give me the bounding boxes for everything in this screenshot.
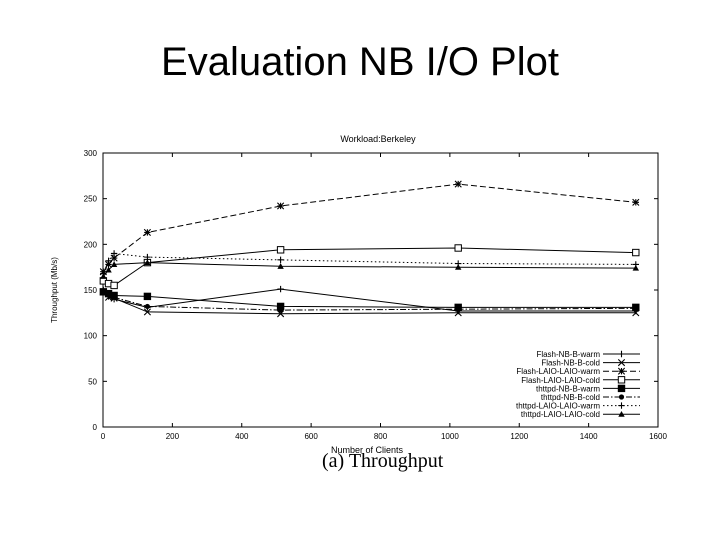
x-tick-label: 200 — [166, 432, 180, 441]
y-tick-label: 200 — [84, 240, 98, 249]
legend-marker — [617, 359, 626, 367]
data-point — [276, 246, 285, 254]
legend-label: Flash-LAIO-LAIO-warm — [516, 367, 600, 376]
y-tick-label: 300 — [84, 149, 98, 158]
data-point — [111, 294, 117, 300]
data-point — [454, 244, 462, 252]
data-point — [143, 292, 152, 301]
y-tick-label: 0 — [93, 423, 98, 432]
data-point — [105, 257, 112, 264]
data-point — [110, 250, 118, 257]
data-point — [277, 256, 284, 264]
x-tick-label: 600 — [304, 432, 318, 441]
data-point — [144, 303, 150, 310]
data-point — [454, 180, 462, 188]
y-tick-label: 150 — [84, 286, 98, 295]
chart-title: Workload:Berkeley — [340, 134, 416, 144]
data-point — [632, 248, 640, 257]
series-line — [102, 183, 636, 272]
legend-marker — [618, 350, 625, 358]
data-point — [455, 263, 462, 270]
legend-marker — [617, 384, 626, 393]
legend-marker — [618, 394, 625, 400]
data-point — [277, 263, 284, 269]
y-axis-label: Throughput (Mb/s) — [50, 257, 59, 323]
data-point — [105, 291, 112, 298]
y-tick-label: 250 — [84, 195, 98, 204]
slide-title: Evaluation NB I/O Plot — [161, 40, 559, 84]
data-point — [110, 254, 118, 262]
legend-marker — [618, 402, 625, 409]
x-tick-label: 1200 — [510, 432, 528, 441]
data-point — [277, 310, 285, 318]
data-point — [632, 264, 639, 271]
data-point — [143, 228, 151, 237]
x-tick-label: 1400 — [580, 432, 598, 441]
legend-label: Flash-NB-B-warm — [536, 350, 600, 359]
data-point — [110, 261, 118, 267]
data-point — [144, 259, 151, 266]
legend-label: thttpd-LAIO-LAIO-warm — [516, 402, 600, 411]
data-point — [143, 308, 151, 316]
x-tick-label: 1000 — [441, 432, 459, 441]
data-point — [144, 253, 151, 261]
data-point — [105, 266, 112, 273]
legend-label: thttpd-NB-B-cold — [541, 393, 600, 402]
data-point — [277, 202, 285, 210]
figure-caption: (a) Throughput — [322, 450, 444, 472]
data-point — [104, 260, 113, 269]
x-tick-label: 800 — [374, 432, 388, 441]
data-point — [455, 306, 461, 312]
data-point — [278, 307, 284, 313]
legend-label: Flash-NB-B-cold — [541, 359, 600, 368]
x-tick-label: 0 — [101, 432, 106, 441]
x-tick-label: 400 — [235, 432, 249, 441]
data-point — [100, 290, 106, 296]
legend-marker — [617, 376, 626, 384]
y-tick-label: 100 — [84, 332, 98, 341]
legend-marker — [617, 367, 626, 375]
data-point — [110, 281, 118, 290]
legend-label: thttpd-NB-B-warm — [536, 384, 600, 393]
data-point — [632, 198, 640, 206]
plot-area: 0 200 400 600 800 1000 1200 1400 1600 0 50 100 150 20… — [84, 149, 668, 441]
series-line — [102, 262, 636, 277]
data-point — [277, 285, 284, 293]
legend-marker — [618, 411, 625, 417]
y-tick-label: 50 — [88, 377, 97, 386]
x-tick-label: 1600 — [649, 432, 667, 441]
data-point — [633, 305, 639, 311]
x-axis-label: Number of Clients — [331, 445, 404, 455]
legend-label: thttpd-LAIO-LAIO-cold — [521, 410, 600, 419]
legend-label: Flash-LAIO-LAIO-cold — [521, 376, 600, 385]
data-point — [100, 273, 107, 279]
